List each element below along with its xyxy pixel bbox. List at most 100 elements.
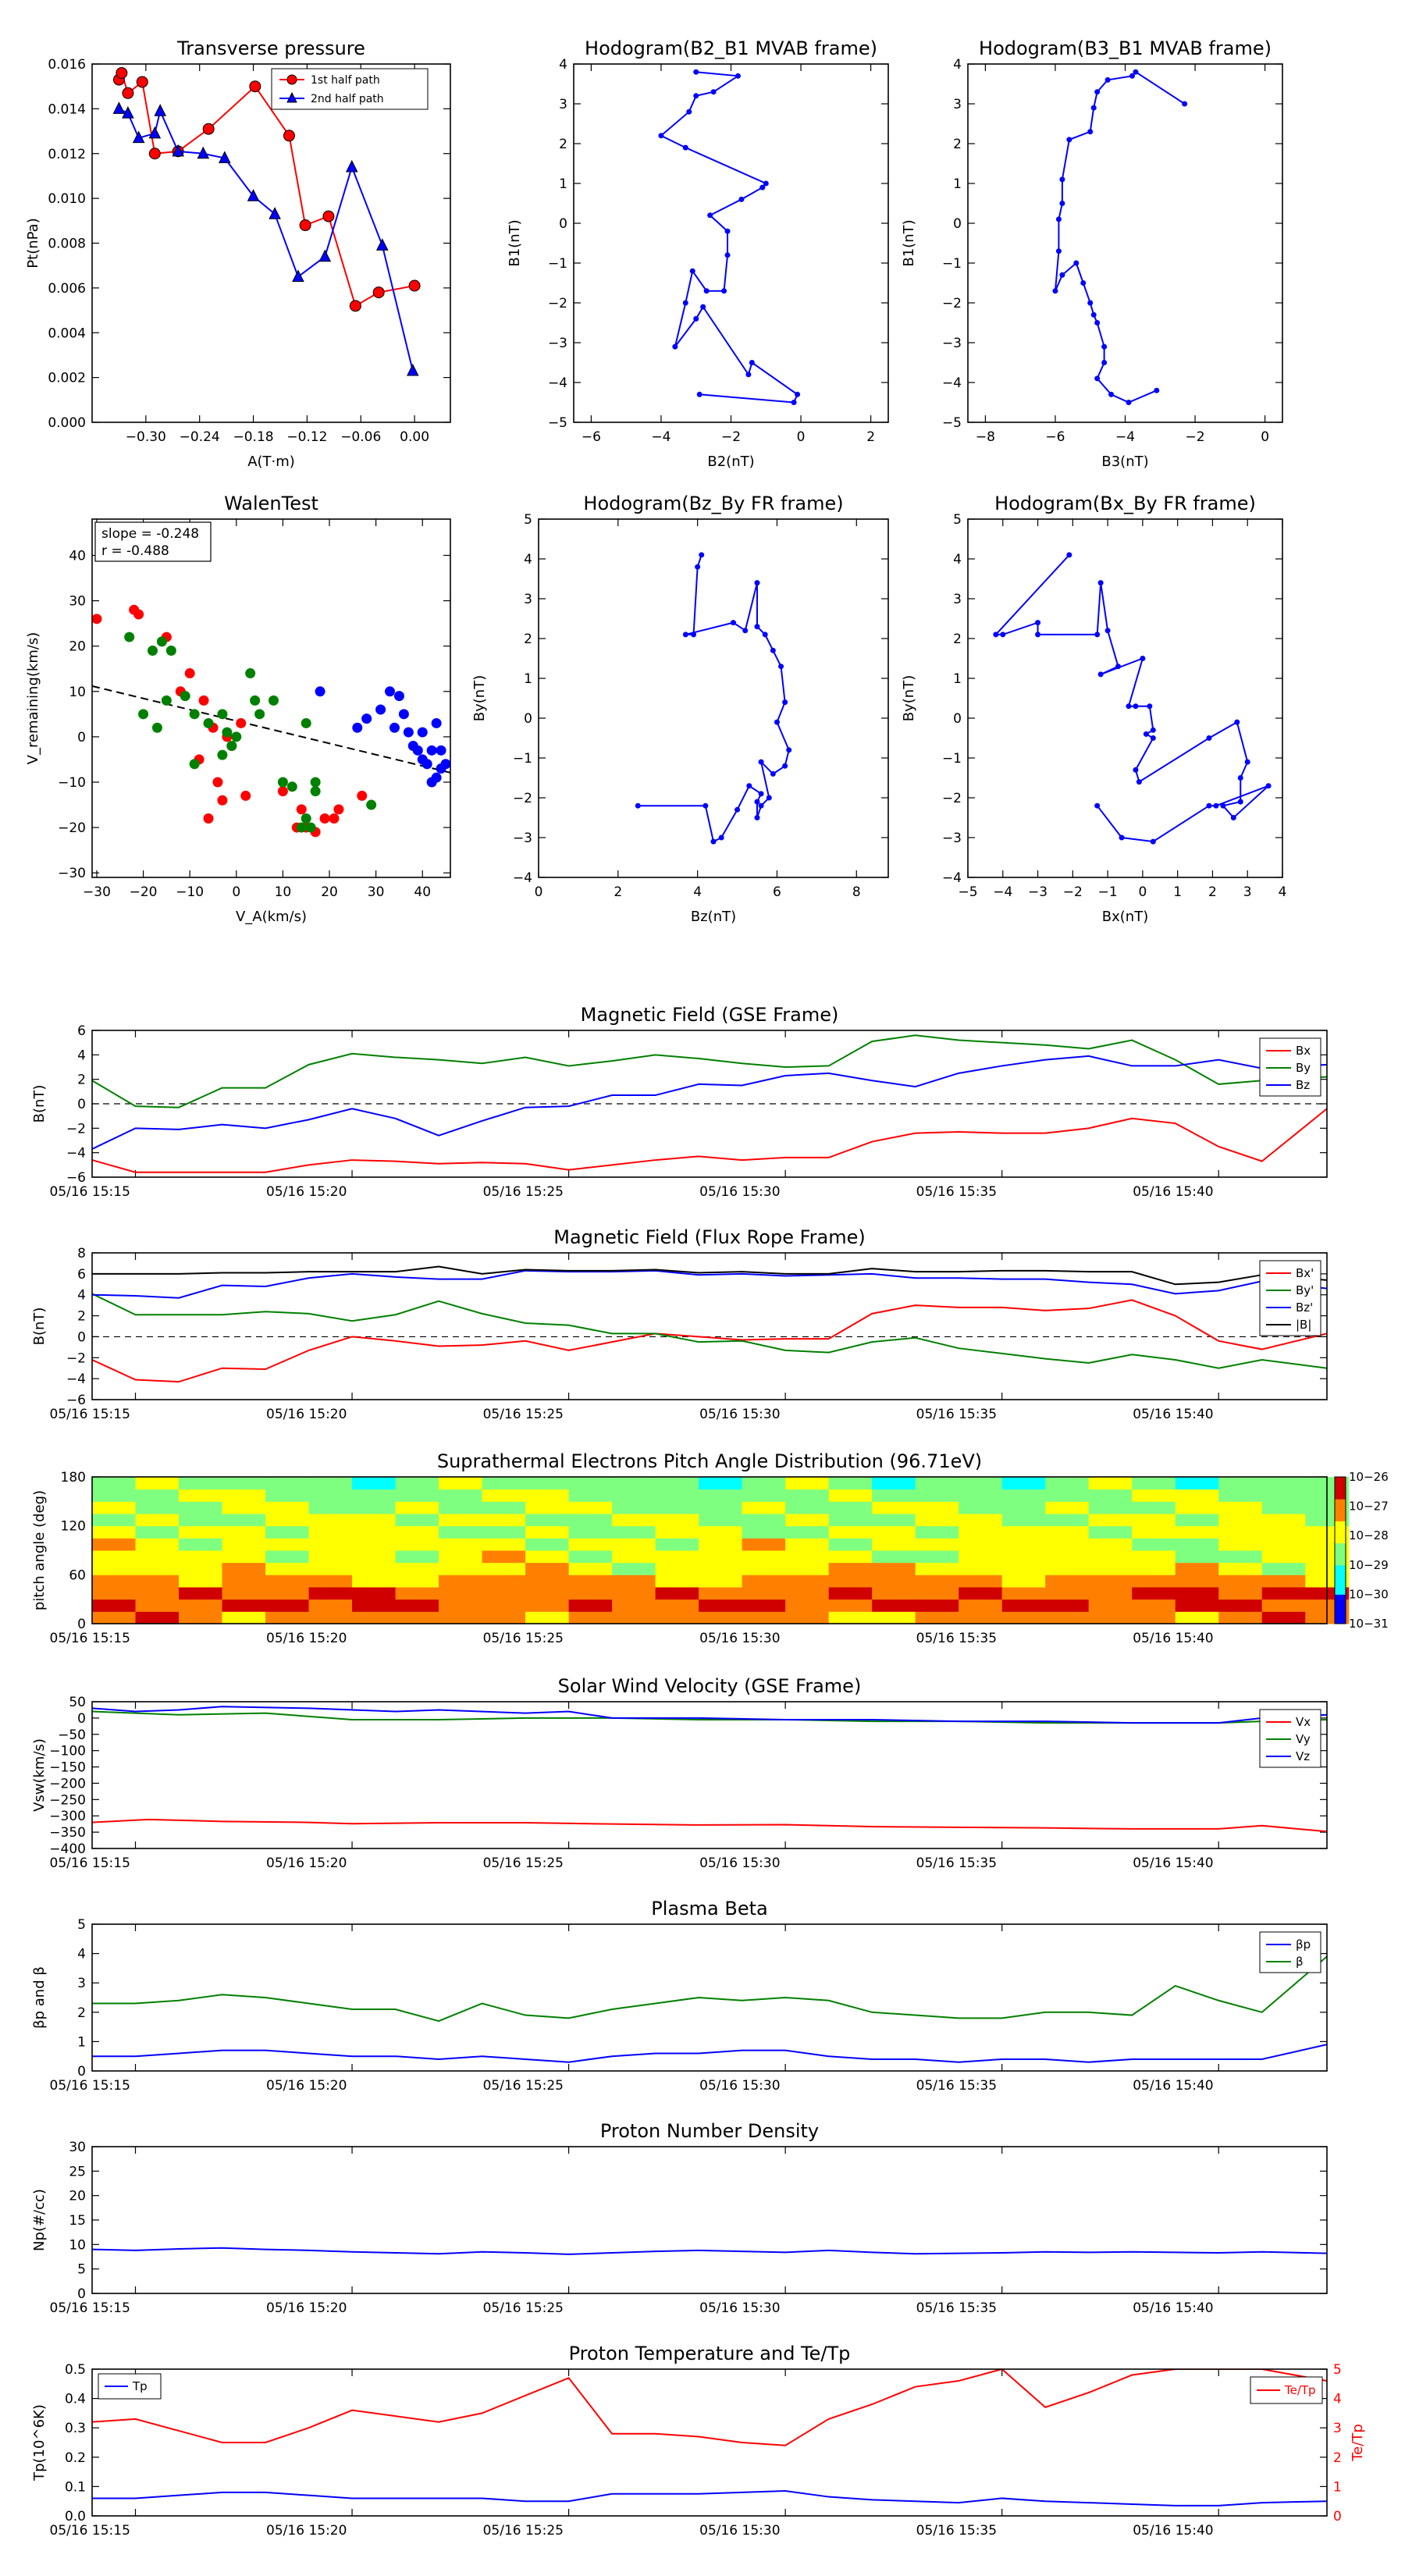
x-tick-label: −6 (582, 429, 601, 445)
ts-panel-6: Proton Number Density 0 5 10 15 20 25 30 05/16 1… (31, 2120, 1328, 2316)
data-point (1133, 767, 1139, 773)
legend-label: Bz (1296, 1078, 1310, 1092)
data-point (1104, 628, 1111, 634)
heatmap-cell (352, 1574, 397, 1588)
heatmap-cell (179, 1550, 223, 1564)
y-tick-label: −2 (548, 296, 567, 311)
heatmap-cell (1218, 1538, 1263, 1551)
heatmap-cell (222, 1562, 266, 1575)
data-point (1126, 703, 1132, 710)
y-tick-label: 120 (61, 1519, 86, 1535)
series-By (92, 1034, 1327, 1108)
heatmap-cell (655, 1501, 699, 1514)
colorbar-swatch (1335, 1594, 1346, 1599)
data-point (730, 620, 736, 626)
data-point (759, 184, 766, 190)
data-point (1066, 552, 1072, 558)
data-point (782, 699, 788, 706)
heatmap-cell (135, 1489, 180, 1502)
heatmap-cell (222, 1574, 266, 1588)
series-line (92, 1293, 1327, 1369)
x-tick-label: 05/16 15:20 (266, 2078, 347, 2094)
data-point (1035, 620, 1041, 626)
data-point (147, 645, 158, 656)
data-point (92, 614, 102, 624)
x-tick-label: 05/16 15:15 (50, 2078, 130, 2094)
x-tick-label: 05/16 15:35 (916, 1631, 997, 1646)
heatmap-cell (92, 1611, 137, 1624)
heatmap-cell (395, 1587, 439, 1600)
data-point (431, 717, 442, 728)
heatmap-cell (1045, 1611, 1090, 1624)
x-tick-label: 05/16 15:15 (50, 1856, 130, 1871)
data-point (172, 144, 184, 157)
colorbar-swatch (1335, 1609, 1346, 1614)
y-tick-label: 0 (953, 711, 962, 727)
heatmap-cell (612, 1501, 656, 1514)
heatmap-cell (1132, 1550, 1176, 1564)
y-tick-label: 15 (69, 2213, 86, 2229)
y-tick-label: 3 (559, 97, 567, 112)
data-point (385, 686, 396, 697)
heatmap-cell (92, 1587, 137, 1600)
axes-frame (91, 1476, 1328, 1624)
heatmap-cell (265, 1538, 310, 1551)
data-point (1119, 834, 1125, 841)
y-axis-label: B1(nT) (507, 219, 523, 266)
colorbar-swatch (1335, 1557, 1346, 1562)
y-tick-label: 0 (559, 216, 567, 232)
data-point (1000, 632, 1006, 638)
heatmap-cell (915, 1525, 959, 1539)
data-point (357, 790, 368, 801)
heatmap-cell (222, 1587, 266, 1600)
y-axis-label: By(nT) (901, 675, 917, 721)
data-point (791, 400, 797, 405)
heatmap-cell (1218, 1550, 1263, 1564)
data-point (250, 695, 261, 706)
data-point (1094, 632, 1101, 638)
colorbar-swatch (1335, 1598, 1346, 1603)
data-point (161, 695, 172, 706)
heatmap-cell (1045, 1477, 1090, 1490)
heatmap-cell (395, 1599, 439, 1612)
heatmap-cell (1218, 1525, 1263, 1539)
right-tick-label: 2 (1333, 2450, 1342, 2466)
axes-frame (91, 2146, 1328, 2294)
data-point (1140, 656, 1146, 661)
heatmap-cell (525, 1611, 570, 1624)
heatmap-cell (352, 1550, 397, 1564)
x-axis-label: B2(nT) (707, 454, 754, 470)
heatmap-cell (568, 1538, 613, 1551)
heatmap-cell (699, 1599, 743, 1612)
heatmap-cell (265, 1501, 310, 1514)
colorbar-swatch (1335, 1620, 1346, 1624)
colorbar-swatch (1335, 1572, 1346, 1577)
legend-label: Te/Tp (1284, 2383, 1316, 2397)
heatmap-cell (915, 1574, 959, 1588)
heatmap-cell (1132, 1611, 1176, 1624)
heatmap-cell (308, 1574, 353, 1588)
heatmap-cell (1045, 1501, 1090, 1514)
x-tick-label: 05/16 15:25 (483, 2078, 564, 2094)
chart-title: WalenTest (224, 493, 318, 514)
series-|B| (92, 1265, 1327, 1286)
heatmap-cell (699, 1550, 743, 1564)
axes-frame (538, 518, 889, 878)
data-point (222, 727, 233, 738)
heatmap-cell (265, 1562, 310, 1575)
x-tick-label: 05/16 15:20 (266, 2523, 347, 2539)
heatmap-cell (352, 1489, 397, 1502)
heatmap-cell (612, 1477, 656, 1490)
heatmap-cell (1175, 1477, 1219, 1490)
series-1st half path (112, 66, 421, 312)
colorbar-swatch (1335, 1587, 1346, 1592)
data-point (724, 252, 731, 258)
heatmap-cell (1175, 1538, 1219, 1551)
heatmap-cell (828, 1489, 873, 1502)
colorbar-swatch (1335, 1484, 1346, 1489)
heatmap-cell (785, 1562, 830, 1575)
heatmap-cell (1261, 1587, 1306, 1600)
heatmap-cell (785, 1611, 830, 1624)
heatmap-cell (1045, 1514, 1090, 1527)
heatmap-cell (222, 1514, 266, 1527)
